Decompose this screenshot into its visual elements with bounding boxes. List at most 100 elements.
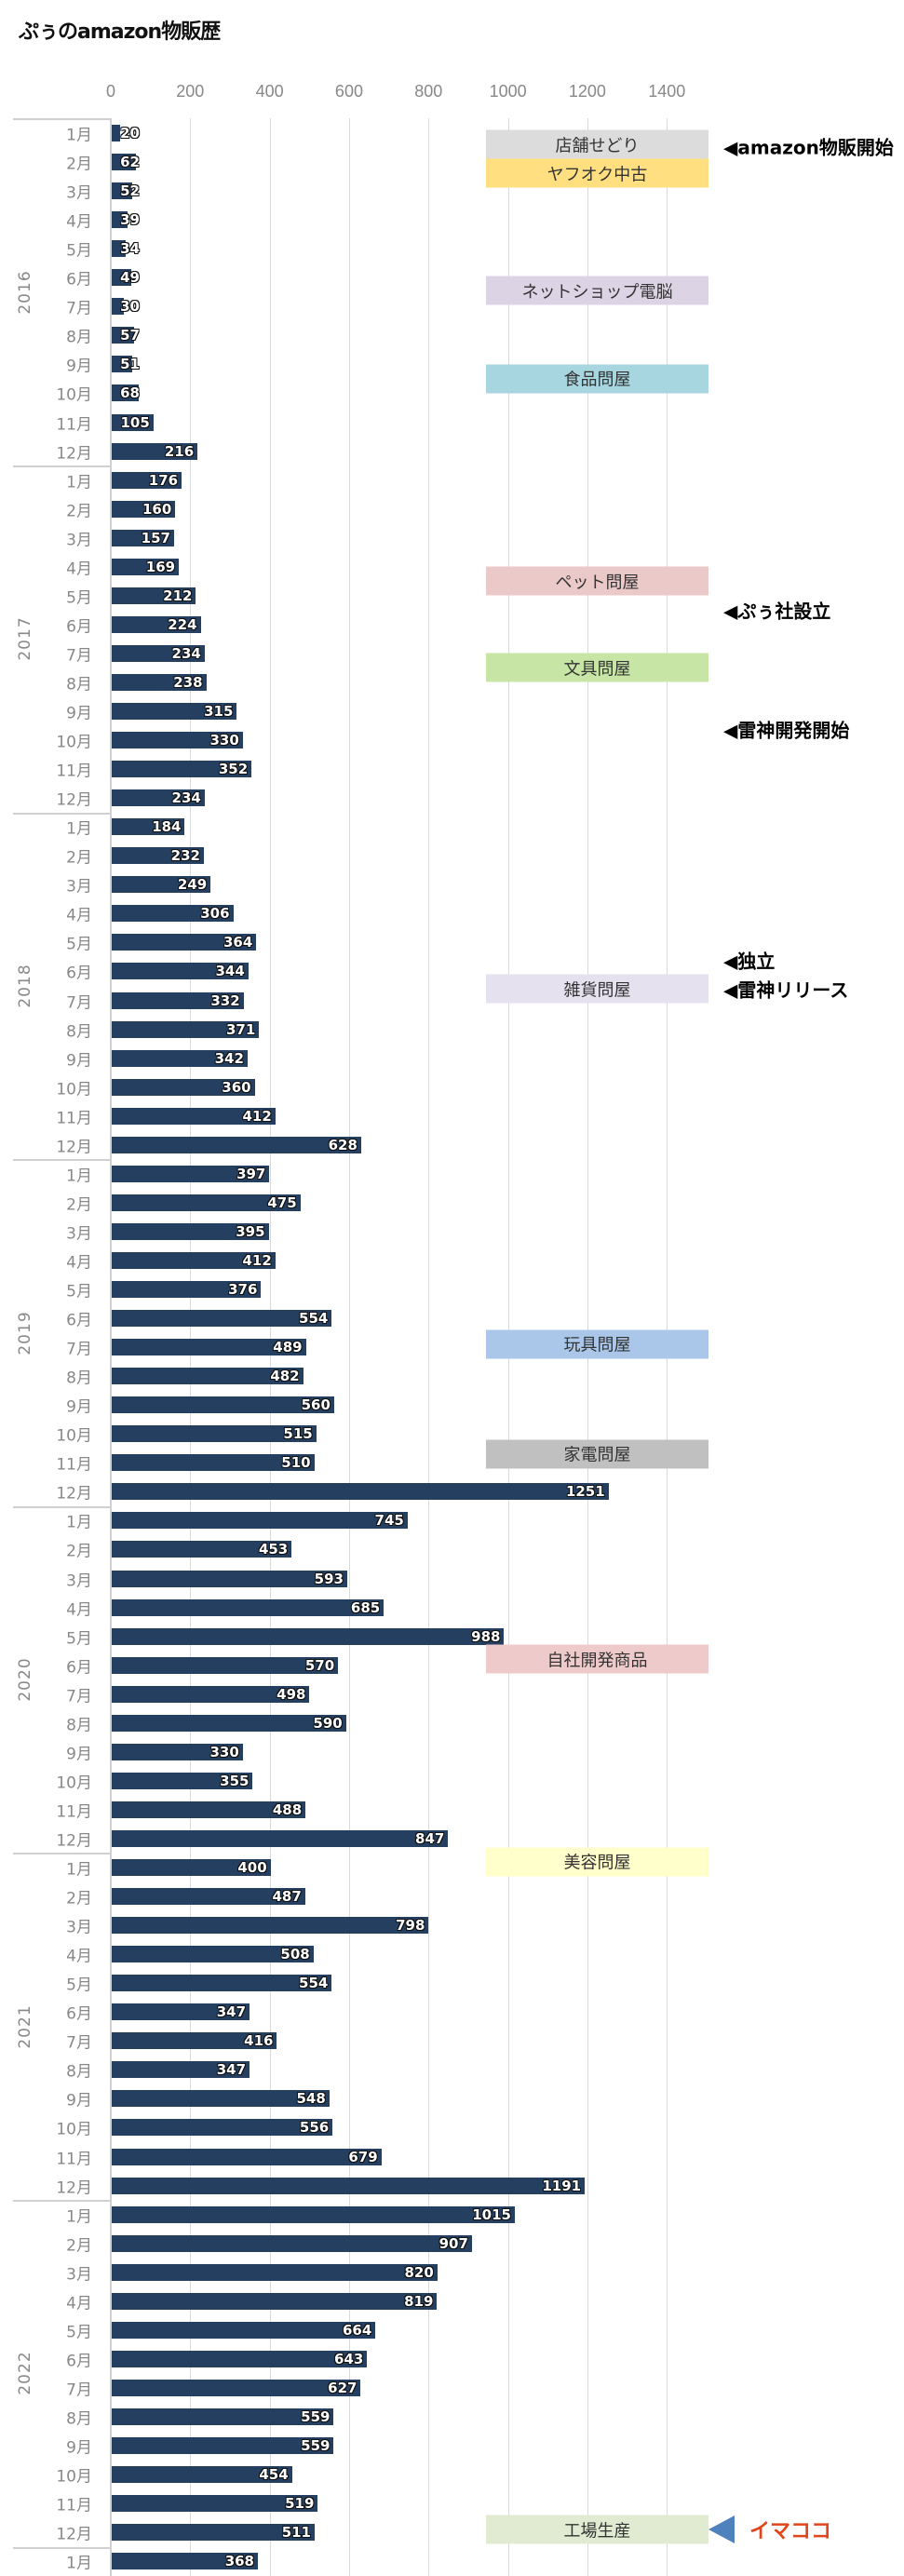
month-label: 8月 (66, 675, 92, 695)
data-label: 360 (222, 1078, 251, 1096)
data-label: 560 (301, 1396, 331, 1414)
month-label: 1月 (66, 126, 92, 145)
bar (112, 1251, 276, 1269)
bar (112, 673, 207, 691)
month-label: 7月 (66, 299, 92, 318)
data-label: 548 (296, 2090, 326, 2108)
month-label: 4月 (66, 2294, 92, 2313)
bar (112, 2292, 438, 2310)
bar (112, 442, 198, 460)
month-label: 12月 (56, 1831, 92, 1851)
year-label: 2022 (16, 2351, 34, 2396)
bar (112, 703, 237, 720)
data-label: 508 (280, 1946, 310, 1963)
data-label: 988 (471, 1627, 501, 1645)
month-label: 7月 (66, 2033, 92, 2053)
bar (112, 269, 131, 287)
data-label: 664 (342, 2321, 372, 2339)
month-label: 1月 (66, 1513, 92, 1532)
data-label: 515 (283, 1425, 313, 1443)
category-label-box: ヤフオク中古 (486, 158, 708, 188)
data-label: 907 (439, 2234, 468, 2252)
bar (112, 2234, 472, 2252)
data-label: 1191 (542, 2177, 582, 2194)
month-label: 7月 (66, 1340, 92, 1359)
month-label: 1月 (66, 1860, 92, 1880)
data-label: 685 (350, 1598, 381, 1616)
data-label: 570 (304, 1656, 335, 1674)
data-label: 554 (299, 1310, 329, 1328)
month-label: 1月 (66, 1167, 92, 1186)
month-label: 7月 (66, 2380, 92, 2400)
bar (112, 413, 154, 431)
month-label: 3月 (66, 877, 92, 897)
bar (112, 1743, 243, 1760)
data-label: 745 (374, 1512, 404, 1530)
month-label: 7月 (66, 1687, 92, 1706)
bar (112, 615, 201, 633)
data-label: 347 (216, 2003, 247, 2021)
month-label: 7月 (66, 993, 92, 1012)
data-label: 57 (120, 327, 140, 344)
month-label: 9月 (66, 357, 92, 376)
bar (112, 2350, 368, 2367)
category-label-box: 玩具問屋 (486, 1329, 708, 1359)
month-label: 1月 (66, 2554, 92, 2573)
month-label: 5月 (66, 1629, 92, 1649)
data-label: 397 (236, 1165, 266, 1182)
month-label: 8月 (66, 1022, 92, 1042)
bar (112, 2379, 361, 2396)
category-label-box: ネットショップ電脳 (486, 276, 708, 305)
month-label: 11月 (56, 2150, 92, 2168)
month-label: 1月 (66, 2207, 92, 2227)
bar (112, 2003, 250, 2021)
arrow-left-icon (708, 2515, 735, 2544)
data-label: 51 (120, 356, 140, 373)
month-label: 4月 (66, 1600, 92, 1620)
data-label: 176 (148, 471, 179, 489)
bar (112, 471, 182, 489)
bar (112, 529, 174, 546)
bar (112, 1078, 255, 1096)
milestone-annotation: ◀雷神開発開始 (723, 719, 850, 742)
month-label: 11月 (56, 1455, 92, 1475)
milestone-annotation: ◀雷神リリース (723, 978, 849, 1002)
month-label: 6月 (66, 1658, 92, 1678)
year-separator (13, 812, 110, 815)
bar (112, 818, 185, 836)
bar (112, 211, 128, 229)
milestone-annotation: ◀独立 (723, 950, 776, 973)
month-label: 5月 (66, 588, 92, 608)
data-label: 412 (242, 1251, 272, 1269)
data-label: 30 (120, 298, 140, 316)
data-label: 330 (209, 732, 239, 749)
x-tick-label: 800 (414, 82, 443, 101)
x-tick-label: 1200 (568, 82, 606, 101)
bar (112, 2524, 315, 2542)
gridline (428, 118, 430, 2576)
bar (112, 1049, 248, 1067)
category-label-box: 雑貨問屋 (486, 974, 708, 1004)
month-label: 10月 (56, 1080, 92, 1099)
month-label: 4月 (66, 560, 92, 579)
data-label: 344 (215, 963, 245, 980)
year-separator (13, 1505, 110, 1508)
data-label: 342 (214, 1049, 244, 1067)
data-label: 352 (218, 761, 249, 778)
bar (112, 1483, 609, 1501)
bar (112, 1627, 505, 1645)
bar (112, 1281, 262, 1298)
bar (112, 2119, 333, 2137)
data-label: 20 (120, 125, 140, 142)
bar (112, 1454, 315, 1472)
data-label: 453 (258, 1541, 289, 1558)
data-label: 34 (120, 240, 140, 258)
data-label: 628 (328, 1136, 358, 1153)
bar (112, 2466, 292, 2484)
month-label: 10月 (56, 1774, 92, 1793)
month-label: 2月 (66, 1195, 92, 1215)
current-position-label: イマココ (749, 2520, 832, 2544)
data-label: 62 (120, 154, 140, 171)
month-label: 2月 (66, 848, 92, 868)
bar (112, 905, 234, 923)
